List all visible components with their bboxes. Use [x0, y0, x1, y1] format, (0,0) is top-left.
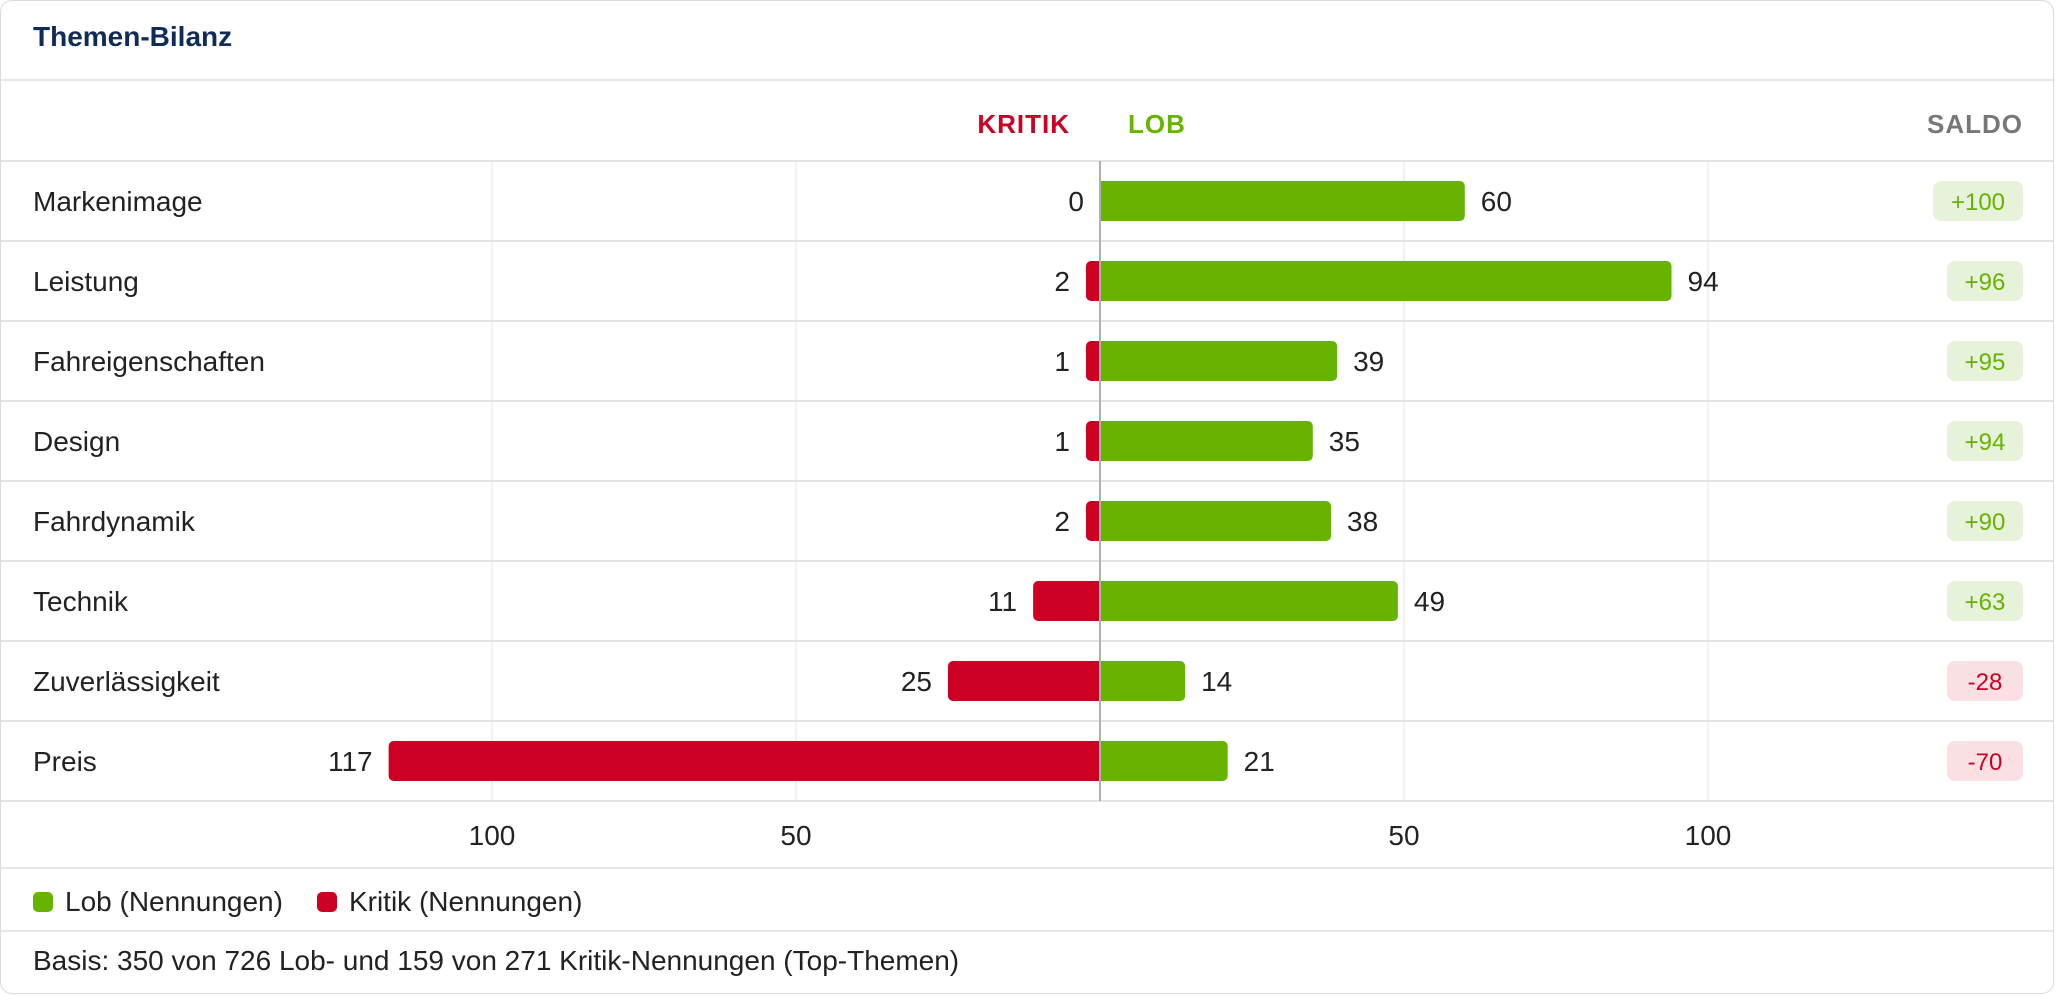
value-label-kritik: 1: [1054, 346, 1070, 377]
value-label-lob: 21: [1244, 746, 1275, 777]
bar-lob-edge: [1100, 501, 1106, 541]
category-label: Fahrdynamik: [33, 506, 196, 537]
value-label-lob: 38: [1347, 506, 1378, 537]
saldo-badge: [1933, 181, 2023, 221]
category-label: Leistung: [33, 266, 139, 297]
bar-lob: [1100, 741, 1228, 781]
diverging-bar-chart: KRITIK LOB SALDO Markenimage 0 60 +100 Leistung…: [1, 109, 2053, 851]
saldo-value: +96: [1965, 269, 2006, 296]
value-label-kritik: 117: [328, 746, 373, 777]
saldo-badge: [1947, 421, 2023, 461]
bar-lob: [1100, 581, 1398, 621]
value-label-kritik: 2: [1054, 266, 1070, 297]
bar-lob-edge: [1100, 181, 1106, 221]
footnote-divider: [1, 930, 2053, 932]
value-label-lob: 49: [1414, 586, 1445, 617]
saldo-value: +63: [1965, 589, 2006, 616]
axis-tick-label: 50: [1388, 820, 1419, 851]
bar-lob: [1100, 661, 1186, 701]
value-label-kritik: 2: [1054, 506, 1070, 537]
bar-lob-edge: [1100, 261, 1106, 301]
bar-lob-edge: [1100, 741, 1106, 781]
legend-swatch-lob: [33, 892, 53, 912]
bar-lob: [1100, 341, 1338, 381]
bar-lob: [1100, 421, 1313, 461]
header-lob: LOB: [1128, 109, 1186, 139]
saldo-badge: [1947, 581, 2023, 621]
value-label-lob: 60: [1481, 186, 1512, 217]
legend-swatch-kritik: [316, 892, 337, 912]
legend-label-kritik: Kritik (Nennungen): [348, 886, 583, 917]
saldo-badge: [1947, 661, 2023, 701]
title-divider: [1, 79, 2053, 81]
legend: Lob (Nennungen) Kritik (Nennungen): [33, 884, 616, 920]
bar-lob-edge: [1100, 341, 1106, 381]
saldo-badge: [1947, 501, 2023, 541]
bar-kritik: [948, 661, 1104, 701]
axis-tick-label: 100: [1685, 820, 1732, 851]
bar-lob: [1100, 261, 1672, 301]
value-label-kritik: 1: [1054, 426, 1070, 457]
saldo-value: -70: [1968, 749, 2003, 776]
value-label-lob: 14: [1201, 666, 1232, 697]
category-label: Fahreigenschaften: [33, 346, 265, 377]
legend-item-lob: Lob (Nennungen): [33, 886, 283, 918]
value-label-lob: 39: [1353, 346, 1384, 377]
category-label: Preis: [33, 746, 97, 777]
bar-lob: [1100, 181, 1465, 221]
saldo-value: -28: [1968, 669, 2003, 696]
legend-divider: [1, 867, 2053, 869]
saldo-value: +95: [1965, 349, 2006, 376]
category-label: Markenimage: [33, 186, 203, 217]
saldo-badge: [1947, 261, 2023, 301]
bar-lob: [1100, 501, 1332, 541]
category-label: Technik: [33, 586, 129, 617]
category-label: Zuverlässigkeit: [33, 666, 220, 697]
bar-lob-edge: [1100, 581, 1106, 621]
value-label-kritik: 0: [1068, 186, 1084, 217]
axis-tick-label: 100: [469, 820, 516, 851]
saldo-badge: [1947, 741, 2023, 781]
bar-lob-edge: [1100, 421, 1106, 461]
saldo-value: +100: [1951, 189, 2005, 216]
bar-lob-edge: [1100, 661, 1106, 701]
card-title: Themen-Bilanz: [33, 21, 233, 52]
legend-label-lob: Lob (Nennungen): [65, 886, 283, 917]
bar-kritik: [388, 741, 1104, 781]
axis-tick-label: 50: [780, 820, 811, 851]
saldo-value: +94: [1965, 429, 2006, 456]
legend-item-kritik: Kritik (Nennungen): [316, 886, 583, 918]
header-saldo: SALDO: [1927, 109, 2023, 139]
footnote: Basis: 350 von 726 Lob- und 159 von 271 …: [33, 945, 960, 976]
value-label-lob: 35: [1329, 426, 1360, 457]
header-kritik: KRITIK: [977, 109, 1070, 139]
saldo-value: +90: [1965, 509, 2006, 536]
value-label-kritik: 25: [901, 666, 932, 697]
bar-kritik: [1033, 581, 1104, 621]
value-label-kritik: 11: [988, 586, 1017, 617]
category-label: Design: [33, 426, 120, 457]
saldo-badge: [1947, 341, 2023, 381]
value-label-lob: 94: [1688, 266, 1719, 297]
